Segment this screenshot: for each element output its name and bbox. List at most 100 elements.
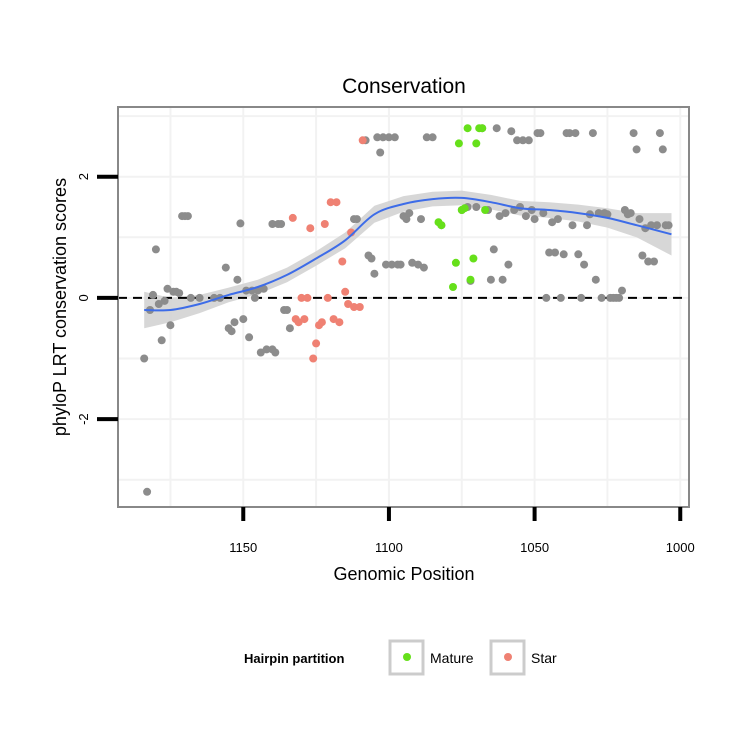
y-axis-title: phyloP LRT conservation scores (50, 178, 70, 436)
point-other (370, 269, 379, 278)
x-tick-label: 1000 (666, 540, 695, 555)
x-tick-label: 1050 (520, 540, 549, 555)
point-other (603, 210, 612, 219)
point-star (341, 287, 350, 296)
points-mature (434, 124, 490, 291)
point-other (367, 254, 376, 263)
point-other (195, 293, 204, 302)
point-other (551, 248, 559, 257)
point-other (419, 263, 428, 272)
point-star (288, 213, 297, 222)
points-other (140, 124, 673, 496)
point-other (577, 293, 586, 302)
point-other (492, 124, 501, 133)
point-other (387, 260, 396, 269)
point-other (250, 293, 259, 302)
point-mature (463, 124, 472, 133)
point-other (559, 250, 568, 259)
x-tick-label: 1150 (229, 540, 257, 555)
point-mature (481, 206, 490, 214)
legend: Hairpin partition Mature Star (244, 639, 557, 676)
point-star (344, 300, 353, 308)
point-other (618, 286, 626, 295)
point-other (268, 220, 277, 228)
point-other (245, 333, 254, 342)
point-other (524, 136, 533, 145)
point-other (486, 275, 495, 284)
point-mature (437, 221, 446, 230)
point-other (638, 251, 647, 260)
point-star (358, 136, 367, 145)
point-star (300, 315, 309, 324)
point-other (230, 318, 239, 327)
point-other (556, 293, 565, 302)
legend-swatch-star (504, 653, 512, 661)
point-other (277, 220, 286, 228)
point-other (664, 221, 673, 230)
point-star (317, 318, 326, 327)
point-other (472, 203, 481, 211)
point-other (658, 145, 667, 154)
x-tick-label: 1100 (375, 540, 403, 555)
point-star (306, 224, 315, 233)
point-other (405, 209, 414, 218)
point-other (629, 129, 638, 138)
point-other (580, 260, 589, 269)
legend-title: Hairpin partition (244, 651, 344, 666)
point-star (297, 293, 306, 302)
point-other (655, 129, 664, 138)
point-other (588, 129, 597, 138)
point-other (259, 284, 268, 293)
point-other (635, 215, 644, 224)
x-axis-title: Genomic Position (333, 564, 474, 584)
point-other (283, 306, 291, 314)
point-other (390, 133, 399, 142)
plot-panel-border (117, 106, 690, 508)
point-other (376, 148, 385, 157)
point-star (303, 293, 312, 302)
point-other (186, 293, 195, 302)
point-other (553, 215, 562, 224)
point-other (597, 293, 606, 302)
point-other (285, 324, 294, 333)
point-star (332, 198, 341, 207)
point-mature (449, 283, 457, 291)
point-other (157, 336, 166, 345)
point-other (521, 212, 530, 221)
y-axis-ticks: -2 0 2 (76, 173, 118, 425)
y-tick-label: 2 (76, 173, 91, 180)
point-other (539, 209, 548, 218)
point-other (530, 215, 539, 224)
point-other (227, 327, 236, 336)
smooth-trend-line (144, 196, 672, 312)
point-other (489, 245, 498, 254)
point-other (175, 289, 184, 298)
point-other (140, 354, 149, 363)
point-other (163, 284, 172, 293)
point-other (396, 260, 405, 269)
point-mature (472, 139, 481, 148)
point-other (574, 250, 583, 259)
point-other (504, 260, 513, 269)
point-other (221, 263, 230, 272)
legend-key-star (489, 639, 526, 676)
point-other (422, 133, 431, 142)
point-other (402, 215, 411, 224)
point-other (545, 248, 554, 257)
point-other (239, 315, 248, 324)
point-other (518, 136, 527, 145)
point-other (650, 257, 658, 266)
point-other (271, 348, 280, 357)
point-other (233, 275, 242, 284)
point-other (583, 221, 591, 230)
point-other (143, 487, 152, 496)
legend-label-star: Star (531, 650, 557, 666)
point-other (382, 260, 390, 269)
point-other (591, 275, 600, 284)
chart-title: Conservation (342, 75, 466, 98)
grid-lines (118, 107, 689, 507)
point-mature (451, 258, 460, 267)
point-other (373, 133, 382, 142)
point-other (647, 221, 656, 230)
point-star (323, 293, 332, 302)
